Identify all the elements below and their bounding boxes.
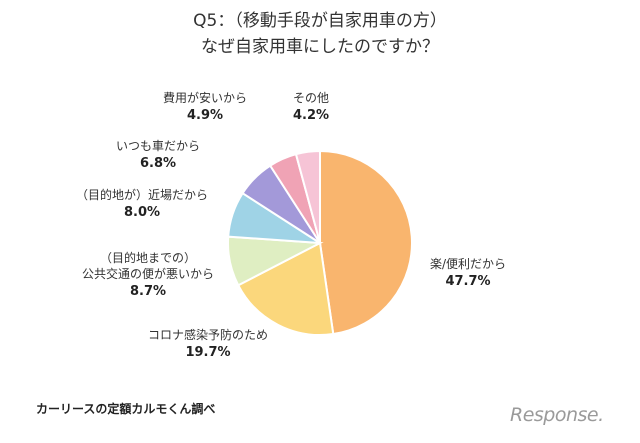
slice-value-3: 8.7% [130,284,166,299]
slice-label-5: いつも車だから [116,139,200,153]
slice-label-7: その他 [293,91,329,105]
slice-value-7: 4.2% [293,108,329,123]
chart-title-line2: なぜ自家用車にしたのですか？ [201,37,439,57]
slice-label-4: （目的地が）近場だから [76,187,208,202]
slice-value-4: 8.0% [124,205,160,220]
slice-value-2: 19.7% [185,345,230,360]
chart-title-line1: Q5：（移動手段が自家用車の方） [193,11,447,31]
slice-label-6: 費用が安いから [163,90,247,105]
chart-title: Q5：（移動手段が自家用車の方） なぜ自家用車にしたのですか？ [0,8,640,60]
slice-label-2: コロナ感染予防のため [148,327,268,342]
slice-label-3-line2: 公共交通の便が悪いから [82,266,214,281]
pie-slice-1 [319,149,413,336]
slice-value-6: 4.9% [187,108,223,123]
response-logo: Response. [510,404,604,426]
pie-slice-2 [236,241,335,336]
pie-labels: 楽/便利だから 47.7% コロナ感染予防のため 19.7% （目的地までの）公共交通の… [76,90,506,360]
slice-label-3-line1: （目的地までの） [100,250,196,265]
pie-slices [227,149,413,336]
pie-slice-7 [294,149,321,244]
slice-value-5: 6.8% [140,156,176,171]
source-note: カーリースの定額カルモくん調べ [36,402,216,416]
slice-label-1: 楽/便利だから [430,257,506,271]
slice-value-1: 47.7% [445,274,490,289]
